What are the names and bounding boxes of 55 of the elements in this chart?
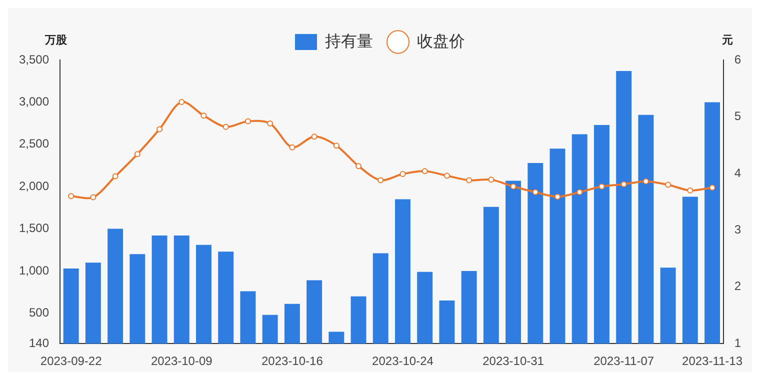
x-tick-label: 2023-10-16 — [261, 354, 324, 368]
legend-label: 持有量 — [325, 32, 373, 50]
point — [510, 183, 516, 190]
y2-tick-label: 4 — [734, 166, 742, 180]
point — [532, 189, 538, 196]
y-tick-label: 500 — [29, 306, 50, 320]
x-tick-label: 2023-10-09 — [150, 354, 213, 368]
point — [134, 151, 140, 158]
y-tick-label: 3,500 — [19, 52, 50, 66]
point — [620, 181, 627, 188]
point — [378, 177, 384, 184]
y2-tick-label: 5 — [734, 109, 742, 124]
point — [311, 134, 318, 140]
y-tick-label: 2,500 — [19, 136, 50, 151]
point — [400, 171, 406, 178]
x-tick-label: 2023-09-22 — [40, 354, 102, 368]
point — [422, 168, 428, 174]
point — [90, 194, 96, 200]
y-tick-label: 140 — [29, 336, 50, 350]
y-tick-label: 3,000 — [19, 94, 50, 109]
point — [709, 184, 716, 191]
point — [178, 98, 185, 105]
point — [444, 172, 450, 179]
point — [642, 178, 649, 184]
y-axis-title: 万股 — [44, 34, 68, 47]
y2-tick-label: 1 — [734, 336, 742, 350]
point — [267, 120, 274, 127]
x-tick-label: 2023-10-31 — [482, 354, 544, 368]
legend-label: 收盘价 — [417, 33, 465, 50]
point — [598, 183, 605, 190]
y-tick-label: 2,000 — [19, 178, 50, 193]
point — [687, 187, 694, 194]
y2-axis-title: 元 — [720, 34, 733, 47]
point — [112, 173, 118, 180]
point — [289, 144, 296, 150]
point — [488, 176, 494, 183]
y-tick-label: 1,500 — [19, 221, 50, 236]
x-tick-label: 2023-10-24 — [372, 354, 434, 368]
x-tick-label: 2023-11-07 — [594, 354, 654, 368]
point — [333, 142, 340, 149]
point — [156, 126, 163, 132]
point — [244, 118, 251, 124]
point — [68, 193, 74, 200]
point — [554, 194, 560, 200]
point — [200, 112, 207, 119]
x-tick-label: 2023-11-13 — [682, 354, 743, 368]
y2-tick-label: 3 — [734, 222, 742, 236]
y2-tick-label: 6 — [734, 52, 742, 66]
point — [356, 163, 362, 170]
y2-tick-label: 2 — [734, 279, 742, 294]
point — [222, 124, 229, 130]
point — [576, 189, 583, 196]
point — [466, 177, 472, 184]
y-tick-label: 1,000 — [19, 263, 50, 278]
point — [665, 182, 672, 188]
